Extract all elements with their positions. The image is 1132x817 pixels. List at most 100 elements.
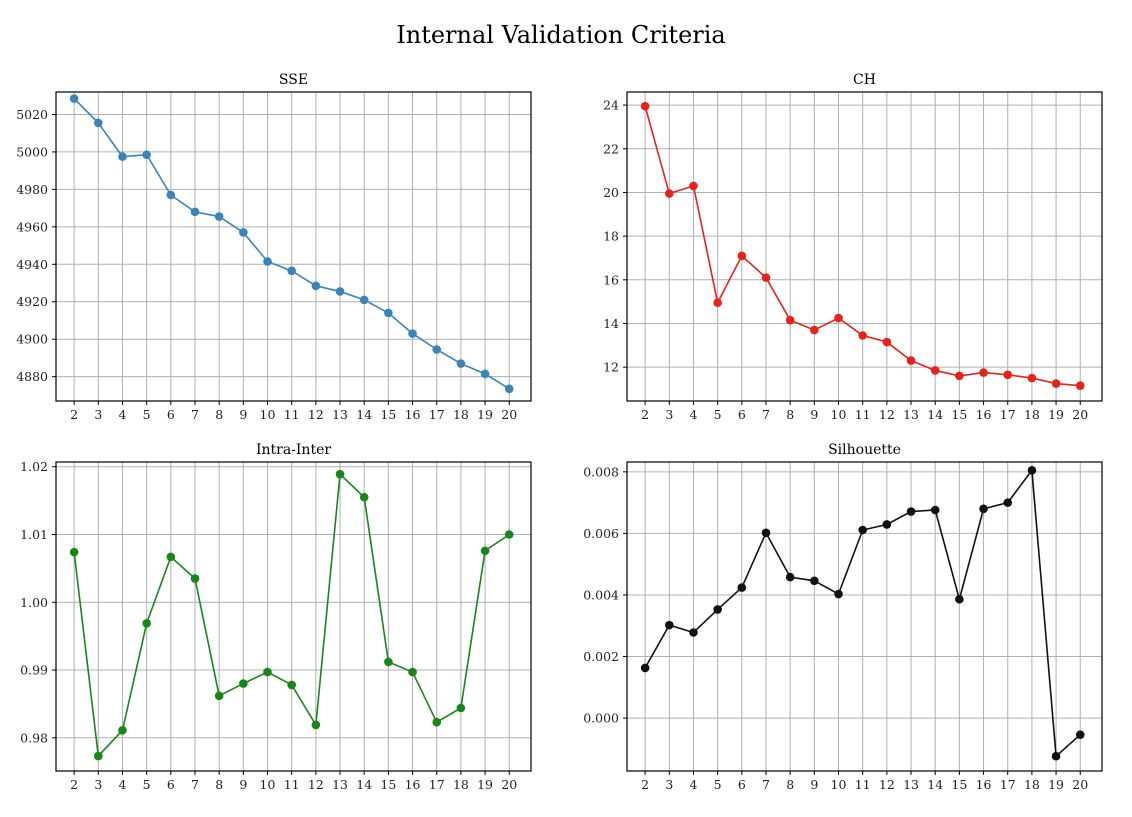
intra-inter-x-tick-label: 11	[284, 777, 300, 792]
ch-x-tick-label: 12	[879, 407, 895, 422]
silhouette-x-tick-label: 5	[714, 777, 722, 792]
sse-x-tick-label: 3	[94, 407, 102, 422]
silhouette-point	[834, 589, 843, 599]
ch-point	[713, 298, 722, 308]
intra-inter-x-tick-label: 10	[260, 777, 276, 792]
sse-title: SSE	[279, 72, 308, 88]
ch-x-tick-label: 20	[1072, 407, 1088, 422]
sse-x-tick-label: 9	[239, 407, 247, 422]
ch-x-tick-label: 5	[714, 407, 722, 422]
ch-x-tick-label: 16	[976, 407, 992, 422]
silhouette-x-tick-label: 7	[762, 777, 770, 792]
intra-inter-x-tick-label: 17	[429, 777, 445, 792]
intra-inter-panel: Intra-Inter 2 3 4 5 6 7 8 9 10 11 12 13 14 15 16 17 18 19 2…	[20, 442, 532, 792]
sse-point	[190, 207, 200, 217]
intra-inter-x-tick-label: 7	[191, 777, 199, 792]
silhouette-point	[930, 505, 940, 515]
silhouette-x-tick-label: 9	[810, 777, 818, 792]
ch-x-tick-label: 10	[831, 407, 847, 422]
intra-inter-point	[118, 726, 127, 735]
sse-point	[214, 212, 224, 221]
silhouette-point	[640, 663, 650, 673]
silhouette-y-tick-label: 0.008	[583, 464, 619, 479]
intra-inter-x-tick-label: 12	[308, 777, 324, 792]
ch-point	[640, 101, 650, 111]
ch-y-tick-label: 18	[603, 229, 619, 244]
ch-x-tick-label: 19	[1048, 407, 1064, 422]
intra-inter-x-tick-label: 6	[167, 777, 175, 792]
ch-x-tick-label: 4	[689, 407, 697, 422]
ch-point	[834, 313, 843, 323]
intra-inter-point	[263, 667, 272, 677]
sse-point	[166, 190, 176, 200]
silhouette-point	[810, 576, 819, 586]
sse-y-tick-label: 4940	[16, 257, 48, 272]
ch-panel: CH 2 3 4 5 6 7 8 9 10 11 12 13 14 15 16 17 18 19 20 12 14 16 18…	[603, 72, 1103, 422]
ch-x-tick-label: 8	[786, 407, 794, 422]
sse-axes-frame	[55, 91, 532, 402]
sse-point	[456, 359, 466, 368]
sse-y-tick-label: 4900	[16, 332, 48, 347]
sse-y-tick-label: 5000	[16, 144, 48, 159]
intra-inter-point	[239, 679, 248, 688]
sse-point	[142, 150, 151, 160]
intra-inter-y-tick-label: 0.99	[20, 663, 48, 678]
intra-inter-x-tick-label: 13	[332, 777, 348, 792]
silhouette-point	[785, 572, 795, 582]
intra-inter-x-tick-label: 18	[453, 777, 469, 792]
silhouette-axes-frame	[626, 461, 1103, 772]
intra-inter-x-tick-label: 19	[477, 777, 493, 792]
sse-x-tick-label: 12	[308, 407, 324, 422]
ch-x-tick-label: 2	[641, 407, 649, 422]
sse-x-tick-label: 17	[429, 407, 445, 422]
sse-y-tick-label: 4960	[16, 219, 48, 234]
ch-y-tick-label: 16	[603, 272, 619, 287]
silhouette-point	[1075, 730, 1085, 739]
intra-inter-x-tick-label: 20	[501, 777, 517, 792]
ch-point	[1003, 370, 1013, 380]
intra-inter-x-tick-label: 2	[70, 777, 78, 792]
sse-x-tick-label: 4	[118, 407, 126, 422]
intra-inter-point	[142, 618, 151, 628]
ch-x-tick-label: 15	[951, 407, 967, 422]
ch-point	[785, 315, 795, 325]
silhouette-point	[665, 620, 674, 630]
sse-y-tick-label: 4880	[16, 369, 48, 384]
silhouette-y-tick-label: 0.000	[583, 711, 619, 726]
intra-inter-x-tick-label: 4	[118, 777, 126, 792]
ch-title: CH	[853, 72, 876, 88]
silhouette-y-tick-label: 0.006	[583, 526, 619, 541]
intra-inter-point	[480, 546, 490, 556]
ch-x-tick-label: 9	[810, 407, 818, 422]
intra-inter-point	[214, 691, 224, 701]
ch-x-tick-label: 13	[903, 407, 919, 422]
sse-x-tick-label: 6	[167, 407, 175, 422]
sse-x-tick-label: 15	[380, 407, 396, 422]
silhouette-point	[979, 504, 988, 514]
sse-y-tick-label: 4980	[16, 182, 48, 197]
ch-x-tick-label: 6	[738, 407, 746, 422]
intra-inter-point	[456, 703, 466, 713]
sse-x-tick-label: 14	[356, 407, 372, 422]
sse-point	[239, 228, 248, 237]
intra-inter-title: Intra-Inter	[256, 442, 331, 458]
intra-inter-x-tick-label: 9	[239, 777, 247, 792]
intra-inter-y-tick-label: 1.02	[20, 459, 48, 474]
sse-point	[287, 266, 296, 276]
sse-point	[335, 287, 345, 296]
sse-point	[359, 295, 369, 305]
sse-x-tick-label: 16	[405, 407, 421, 422]
intra-inter-x-tick-label: 3	[94, 777, 102, 792]
ch-point	[955, 371, 964, 381]
silhouette-point	[882, 520, 892, 529]
silhouette-x-tick-label: 13	[903, 777, 919, 792]
silhouette-x-tick-label: 14	[927, 777, 943, 792]
silhouette-x-tick-label: 3	[665, 777, 673, 792]
intra-inter-point	[504, 530, 514, 539]
intra-inter-point	[359, 492, 369, 502]
silhouette-point	[1003, 498, 1013, 507]
silhouette-x-tick-label: 4	[689, 777, 697, 792]
intra-inter-point	[190, 574, 200, 583]
intra-inter-point	[69, 547, 79, 557]
